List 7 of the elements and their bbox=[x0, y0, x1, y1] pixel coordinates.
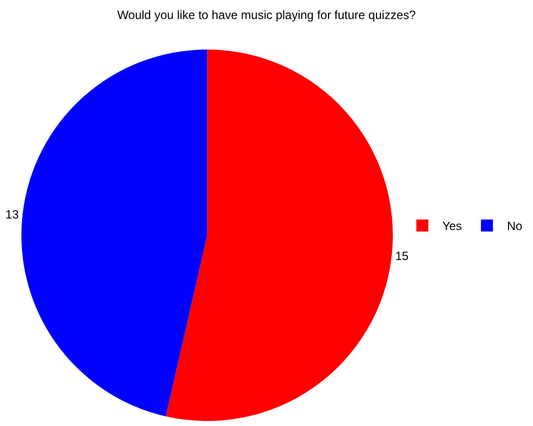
data-label: 15 bbox=[395, 249, 409, 264]
chart-title: Would you like to have music playing for future quizzes? bbox=[117, 8, 416, 22]
legend-label: No bbox=[506, 219, 523, 234]
pie-slice bbox=[166, 50, 393, 421]
legend-label: Yes bbox=[442, 219, 462, 234]
pie-slice bbox=[22, 50, 208, 416]
data-label: 13 bbox=[5, 207, 20, 222]
